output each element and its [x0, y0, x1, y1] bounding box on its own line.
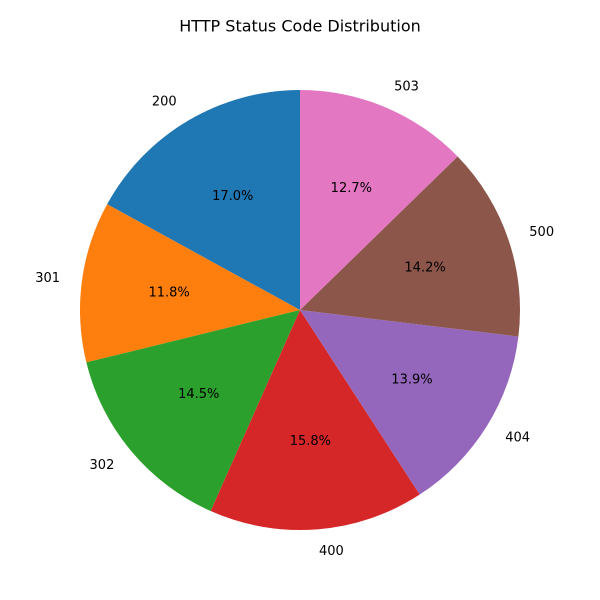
chart-title: HTTP Status Code Distribution — [179, 17, 421, 36]
percent-label-301: 11.8% — [148, 285, 189, 300]
slice-label-301: 301 — [35, 271, 60, 286]
percent-label-200: 17.0% — [212, 189, 253, 204]
pie-slice-404 — [300, 310, 519, 495]
pie-slice-200 — [107, 90, 300, 310]
pie-slice-500 — [300, 156, 521, 337]
pie-slice-302 — [86, 310, 300, 512]
percent-label-302: 14.5% — [178, 387, 219, 402]
percent-label-404: 13.9% — [391, 372, 432, 387]
percent-label-400: 15.8% — [290, 434, 331, 449]
percent-label-503: 12.7% — [331, 181, 372, 196]
slice-label-302: 302 — [90, 458, 115, 473]
pie-slice-503 — [300, 90, 458, 310]
slice-label-400: 400 — [319, 544, 344, 559]
slice-label-500: 500 — [529, 225, 554, 240]
percent-label-500: 14.2% — [404, 260, 445, 275]
slice-label-503: 503 — [394, 80, 419, 95]
pie-slice-301 — [80, 204, 300, 363]
pie-slices — [80, 90, 521, 531]
pie-labels: 200 17.0% 301 11.8% 302 14.5% 400 15.8% 404 13.9%… — [35, 80, 554, 559]
slice-label-200: 200 — [152, 94, 177, 109]
slice-label-404: 404 — [505, 431, 530, 446]
pie-slice-400 — [210, 310, 420, 531]
